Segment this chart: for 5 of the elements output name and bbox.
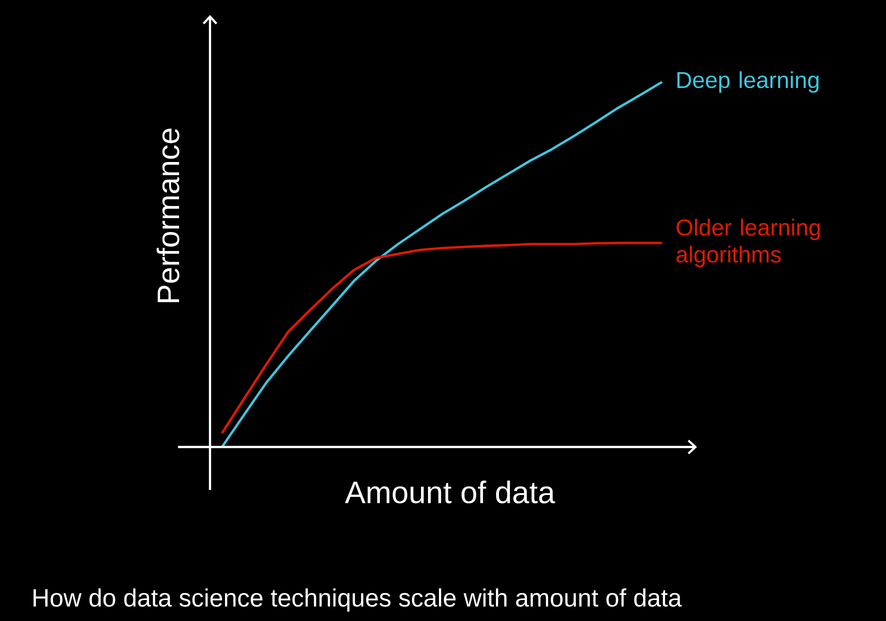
x-axis-title: Amount of data	[344, 480, 556, 504]
text: How do data science techniques scale with amount of data	[34, 588, 682, 612]
series-label: Older learning algorithms	[676, 218, 820, 268]
y-axis-title: Performance	[156, 128, 180, 302]
series-label: Deep learning	[677, 71, 818, 93]
